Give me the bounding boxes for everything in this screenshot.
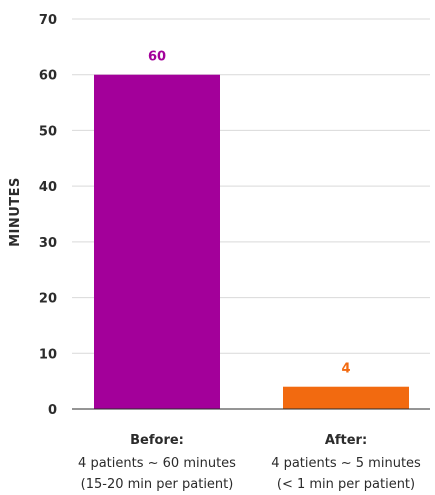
category-title: After: xyxy=(325,433,367,448)
y-tick-label: 30 xyxy=(39,236,57,251)
data-label: 4 xyxy=(341,362,350,377)
y-tick-label: 60 xyxy=(39,69,57,84)
category-detail-line: (< 1 min per patient) xyxy=(277,477,415,492)
y-tick-label: 50 xyxy=(39,124,57,139)
category-detail-line: 4 patients ~ 5 minutes xyxy=(271,456,421,471)
y-axis-label: MINUTES xyxy=(8,177,23,247)
bar xyxy=(283,386,409,409)
category-detail-line: 4 patients ~ 60 minutes xyxy=(78,456,236,471)
y-tick-label: 40 xyxy=(39,180,57,195)
data-label: 60 xyxy=(148,50,166,65)
y-tick-label: 10 xyxy=(39,347,57,362)
data-labels: 60 4 xyxy=(148,50,351,377)
category-title: Before: xyxy=(130,433,184,448)
category-detail-line: (15-20 min per patient) xyxy=(81,477,234,492)
bars xyxy=(94,74,409,409)
y-tick-label: 70 xyxy=(39,13,57,28)
bar xyxy=(94,74,220,409)
y-tick-label: 20 xyxy=(39,292,57,307)
y-axis-ticks: 0 10 20 30 40 50 60 70 xyxy=(39,13,57,418)
x-axis-categories: Before: 4 patients ~ 60 minutes (15-20 min… xyxy=(78,433,421,492)
y-tick-label: 0 xyxy=(48,403,57,418)
